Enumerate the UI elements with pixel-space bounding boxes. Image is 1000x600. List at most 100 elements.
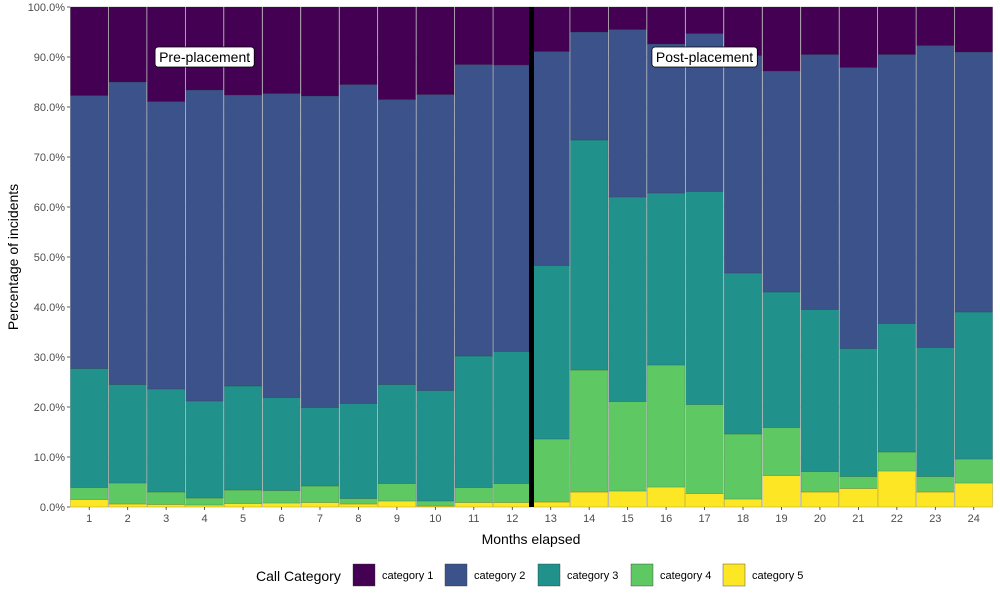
- bar-segment: [108, 482, 147, 505]
- legend: Call Category category 1 category 2 catego…: [256, 563, 803, 587]
- legend-label: category 5: [752, 570, 803, 582]
- bar-segment: [839, 6, 878, 68]
- bar-segment: [262, 397, 301, 491]
- bar-segment: [108, 6, 147, 83]
- bar-segment: [954, 6, 993, 53]
- bar-segment: [608, 6, 647, 30]
- bar-segment: [262, 502, 301, 508]
- bar-segment: [839, 488, 878, 508]
- bar-segment: [416, 94, 455, 391]
- x-tick-label: 18: [737, 513, 749, 525]
- legend-swatch: [352, 563, 376, 587]
- x-tick-label: 3: [163, 513, 169, 525]
- bar-segment: [570, 491, 609, 508]
- bar-segment: [647, 43, 686, 194]
- bar-segment: [570, 139, 609, 371]
- legend-label: category 2: [474, 570, 525, 582]
- bar-segment: [877, 6, 916, 55]
- bar-segment: [300, 95, 339, 408]
- bar-segment: [877, 470, 916, 508]
- legend-swatch: [630, 563, 654, 587]
- bar-segment: [916, 347, 955, 477]
- bars: [70, 6, 993, 508]
- bar-segment: [608, 490, 647, 508]
- x-tick-label: 14: [583, 513, 595, 525]
- bar-segment: [300, 485, 339, 503]
- x-tick-label: 23: [929, 513, 941, 525]
- bar-segment: [608, 401, 647, 492]
- bar-segment: [493, 64, 532, 352]
- x-tick-label: 5: [240, 513, 246, 525]
- bar-segment: [224, 385, 263, 491]
- x-tick-label: 24: [968, 513, 980, 525]
- legend-swatch: [537, 563, 561, 587]
- bar-segment: [762, 6, 801, 72]
- bar-segment: [762, 291, 801, 428]
- bar-segment: [954, 458, 993, 484]
- bar-segment: [493, 351, 532, 484]
- bar-segment: [300, 407, 339, 487]
- bar-segment: [224, 503, 263, 508]
- legend-items: category 1 category 2 category 3 category 4…: [352, 563, 803, 587]
- bar-segment: [877, 323, 916, 453]
- bar-segment: [262, 490, 301, 504]
- bar-segment: [685, 493, 724, 508]
- annotation-box: [154, 46, 255, 68]
- bar-segment: [531, 438, 570, 503]
- bar-segment: [762, 70, 801, 293]
- bar-segment: [300, 6, 339, 97]
- bar-segment: [531, 51, 570, 266]
- bar-segment: [70, 499, 109, 508]
- x-tick-label: 13: [545, 513, 557, 525]
- bar-segment: [685, 6, 724, 34]
- bar-segment: [800, 309, 839, 472]
- bar-segment: [800, 6, 839, 55]
- x-tick-label: 12: [506, 513, 518, 525]
- bar-segment: [70, 487, 109, 500]
- x-tick-label: 6: [278, 513, 284, 525]
- bar-segment: [377, 483, 416, 502]
- bar-segment: [147, 388, 186, 493]
- bar-segment: [70, 6, 109, 96]
- bar-segment: [147, 491, 186, 505]
- bar-segment: [877, 451, 916, 472]
- bar-segment: [608, 29, 647, 198]
- bar-segment: [531, 6, 570, 52]
- y-tick-label: 90.0%: [34, 52, 65, 64]
- annotations: Pre-placement Post-placement: [154, 46, 758, 68]
- bar-segment: [954, 482, 993, 508]
- bar-segment: [339, 403, 378, 499]
- x-tick-label: 16: [660, 513, 672, 525]
- y-tick-label: 10.0%: [34, 452, 65, 464]
- bar-segment: [454, 502, 493, 508]
- bar-segment: [724, 272, 763, 435]
- bar-segment: [185, 497, 224, 506]
- bar-segment: [377, 99, 416, 385]
- annotation-label: Post-placement: [651, 46, 758, 68]
- bar-segment: [70, 95, 109, 369]
- bar-segment: [108, 503, 147, 508]
- x-tick-label: 22: [891, 513, 903, 525]
- x-tick-label: 4: [202, 513, 208, 525]
- bar-segment: [454, 355, 493, 488]
- bar-segment: [762, 475, 801, 508]
- legend-item: category 1: [352, 563, 433, 587]
- legend-item: category 4: [630, 563, 711, 587]
- bar-segment: [70, 368, 109, 488]
- annotation-box: [651, 46, 758, 68]
- y-tick-label: 40.0%: [34, 302, 65, 314]
- bar-segment: [839, 348, 878, 477]
- y-axis-title: Percentage of incidents: [5, 184, 21, 330]
- bar-segment: [262, 6, 301, 94]
- bar-segment: [339, 6, 378, 85]
- y-tick-label: 100.0%: [28, 2, 66, 14]
- bar-segment: [416, 390, 455, 502]
- x-tick-label: 19: [775, 513, 787, 525]
- bar-segment: [724, 433, 763, 500]
- bar-segment: [916, 6, 955, 46]
- bar-segment: [839, 476, 878, 489]
- bar-segment: [800, 471, 839, 493]
- legend-label: category 4: [660, 570, 711, 582]
- x-tick-label: 2: [125, 513, 131, 525]
- y-tick-label: 80.0%: [34, 102, 65, 114]
